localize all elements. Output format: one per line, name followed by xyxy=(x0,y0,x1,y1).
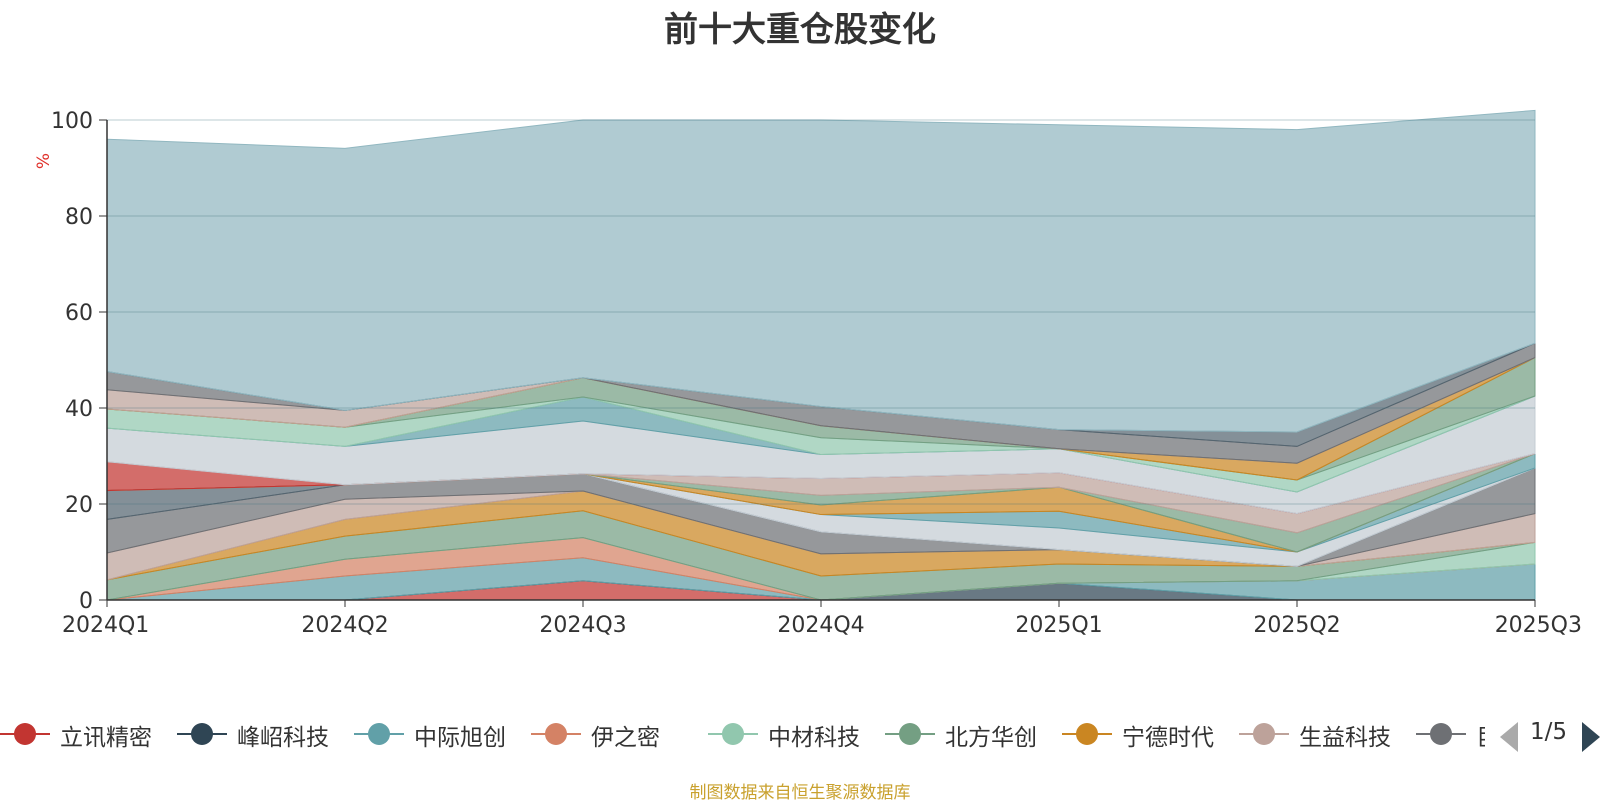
axes: 0 20 40 60 80 100 2024Q1 2024Q2 2024Q3 2024Q4 2025… xyxy=(34,109,1582,638)
x-tick-label: 2025Q2 xyxy=(1253,613,1340,638)
legend-label: 伊之密 xyxy=(591,725,660,751)
x-tick-label: 2024Q2 xyxy=(301,613,388,638)
y-tick-label: 60 xyxy=(65,301,93,326)
legend-item[interactable]: 巨星科技 xyxy=(1416,716,1485,756)
legend-item[interactable]: 中际旭创 xyxy=(354,716,531,756)
legend-label: 生益科技 xyxy=(1299,725,1391,751)
source-note: 制图数据来自恒生聚源数据库 xyxy=(689,783,911,803)
legend-swatch-icon xyxy=(708,723,758,745)
legend-item[interactable]: 峰岹科技 xyxy=(177,716,354,756)
x-tick-label: 2024Q3 xyxy=(539,613,626,638)
legend-item[interactable]: 生益科技 xyxy=(1239,716,1416,756)
pager-next-icon[interactable] xyxy=(1582,722,1600,752)
stacked-area-chart: 0 20 40 60 80 100 2024Q1 2024Q2 2024Q3 2024Q4 2025… xyxy=(34,109,1582,638)
legend-label: 中际旭创 xyxy=(414,725,506,751)
legend-swatch-icon xyxy=(1239,723,1289,745)
y-tick-label: 80 xyxy=(65,205,93,230)
gridlines xyxy=(107,119,1535,505)
x-tick-label: 2024Q4 xyxy=(777,613,864,638)
pager-text: 1/5 xyxy=(1530,719,1568,745)
legend-label: 峰岹科技 xyxy=(237,725,329,751)
legend-swatch-icon xyxy=(885,723,935,745)
x-tick-label: 2024Q1 xyxy=(62,613,149,638)
pager-prev-icon[interactable] xyxy=(1500,722,1518,752)
area-series-group xyxy=(106,109,1536,601)
legend-swatch-icon xyxy=(177,723,227,745)
area-series-25 xyxy=(106,109,1536,433)
legend-item[interactable]: 中材科技 xyxy=(708,716,885,756)
legend-item[interactable]: 北方华创 xyxy=(885,716,1062,756)
y-tick-label: 40 xyxy=(65,397,93,422)
legend-item[interactable]: 立讯精密 xyxy=(0,716,177,756)
legend-label: 巨星科技 xyxy=(1476,718,1485,752)
legend-swatch-icon xyxy=(531,723,581,745)
y-axis-label: % xyxy=(34,153,54,169)
legend-swatch-icon xyxy=(0,723,50,745)
x-tick-label: 2025Q1 xyxy=(1015,613,1102,638)
legend-label: 北方华创 xyxy=(945,725,1037,751)
y-tick-label: 20 xyxy=(65,493,93,518)
x-tick-label: 2025Q3 xyxy=(1495,613,1582,638)
legend-swatch-icon xyxy=(1062,723,1112,745)
y-tick-label: 0 xyxy=(79,589,93,614)
legend-item[interactable]: 伊之密 xyxy=(531,716,708,756)
legend-swatch-icon xyxy=(354,723,404,745)
legend-pager: 1/5 xyxy=(1500,716,1600,756)
legend-item[interactable]: 宁德时代 xyxy=(1062,716,1239,756)
legend-label: 中材科技 xyxy=(768,725,860,751)
legend-swatch-icon xyxy=(1416,723,1466,745)
legend-label: 宁德时代 xyxy=(1122,725,1214,751)
y-tick-label: 100 xyxy=(51,109,93,134)
legend: 立讯精密 峰岹科技 中际旭创 伊之密 中材科技 北方华创 宁德时代 生益科技 巨星科技 xyxy=(0,716,1485,756)
legend-label: 立讯精密 xyxy=(60,725,152,751)
chart-title: 前十大重仓股变化 xyxy=(664,10,936,50)
